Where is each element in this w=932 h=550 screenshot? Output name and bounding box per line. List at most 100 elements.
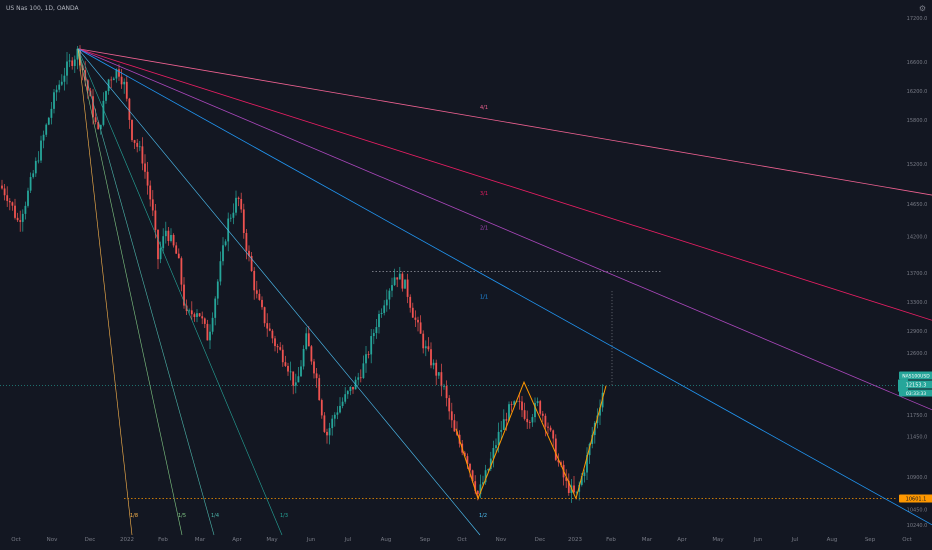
candle-body (237, 197, 240, 199)
current-price-label: 12153.3 (906, 383, 927, 389)
candle-body (136, 142, 139, 147)
candle-body (440, 372, 443, 387)
y-tick-label: 11750.0 (907, 413, 928, 419)
candle-body (271, 330, 274, 339)
candle-body (367, 354, 370, 356)
candle-body (502, 419, 505, 430)
candle-body (495, 445, 497, 449)
candle-body (445, 386, 448, 399)
gann-fan-line (77, 48, 932, 196)
candle-body (6, 195, 9, 201)
x-tick-label: Jul (344, 537, 352, 543)
candle-body (34, 160, 37, 174)
candle-body (536, 401, 539, 404)
x-tick-label: Feb (606, 537, 616, 543)
candle-body (471, 470, 474, 482)
candle-body (294, 382, 297, 386)
gann-fan-label: 3/1 (480, 191, 488, 197)
x-tick-label: Jun (306, 537, 316, 543)
x-tick-label: May (266, 537, 278, 543)
candle-body (154, 210, 157, 230)
candle-body (281, 349, 284, 363)
candle-body (115, 69, 118, 79)
current-price-box (899, 380, 932, 389)
candle-body (255, 290, 258, 294)
y-tick-label: 16600.0 (907, 60, 928, 66)
candle-body (94, 117, 97, 123)
candle-body (302, 348, 305, 367)
candle-body (375, 327, 378, 334)
candle-body (42, 134, 45, 141)
candle-body (349, 386, 352, 392)
candle-body (219, 261, 222, 282)
candle-body (196, 313, 198, 317)
x-tick-label: Nov (496, 537, 507, 543)
x-tick-label: Aug (381, 537, 392, 543)
x-tick-label: 2023 (568, 537, 582, 543)
candle-body (437, 372, 440, 376)
candle-body (99, 124, 102, 130)
candle-body (76, 48, 79, 60)
symbol-title[interactable]: US Nas 100, 1D, OANDA (6, 5, 79, 12)
candle-body (365, 354, 367, 364)
candle-body (300, 366, 302, 377)
candle-body (528, 422, 531, 423)
candle-body (248, 250, 250, 256)
candle-body (492, 448, 495, 459)
candle-body (289, 371, 292, 373)
candle-body (167, 230, 170, 241)
candle-body (123, 81, 126, 85)
x-tick-label: May (712, 537, 724, 543)
candle-body (27, 190, 29, 206)
candle-body (190, 310, 193, 315)
candle-body (40, 140, 42, 161)
candle-body (211, 317, 214, 332)
candle-body (32, 173, 35, 178)
candle-body (263, 307, 266, 324)
candle-body (435, 362, 438, 376)
candle-body (214, 298, 217, 318)
candle-body (453, 420, 456, 432)
candle-body (274, 338, 276, 347)
candle-body (63, 75, 66, 82)
y-tick-label: 12900.0 (907, 329, 928, 335)
candle-body (383, 305, 386, 313)
candle-body (19, 220, 22, 222)
candle-body (357, 377, 360, 380)
candle-body (313, 361, 315, 374)
candle-body (505, 419, 508, 421)
candle-body (521, 401, 523, 411)
candle-body (242, 209, 245, 233)
candle-body (336, 412, 339, 415)
candle-body (97, 122, 100, 130)
candle-body (151, 199, 154, 211)
candle-body (11, 202, 14, 206)
x-tick-label: Jul (791, 537, 799, 543)
candle-body (222, 245, 224, 262)
y-tick-label: 13300.0 (907, 300, 928, 306)
candle-body (372, 333, 375, 337)
candle-body (513, 401, 516, 405)
candle-body (253, 270, 256, 291)
candle-body (331, 418, 334, 429)
candle-body (523, 410, 526, 419)
candle-body (198, 313, 201, 317)
gann-fan-line (77, 48, 183, 536)
y-tick-label: 10240.0 (907, 523, 928, 529)
y-tick-label: 15200.0 (907, 162, 928, 168)
current-time-label: 03:33:33 (906, 391, 926, 397)
candle-body (216, 281, 219, 299)
candle-body (188, 310, 191, 312)
candle-body (409, 296, 412, 308)
candle-body (16, 217, 19, 221)
candle-body (391, 285, 393, 291)
candle-body (50, 108, 53, 118)
x-tick-label: Dec (535, 537, 546, 543)
x-tick-label: Sep (865, 537, 876, 543)
candle-body (159, 248, 162, 260)
gann-fan-line (77, 48, 932, 526)
gear-icon[interactable]: ⚙ (918, 4, 926, 13)
candle-body (305, 333, 308, 349)
candle-body (71, 60, 74, 66)
